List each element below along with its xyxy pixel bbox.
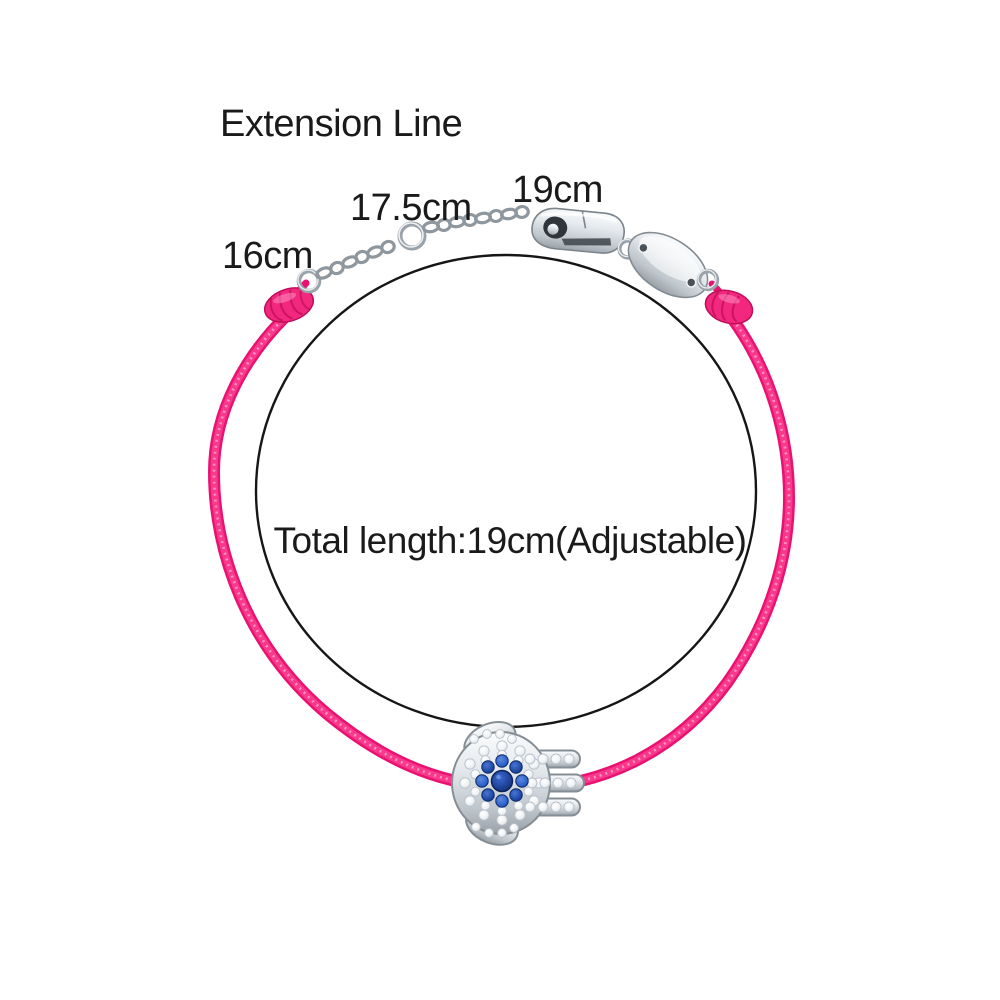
clasp-length-label: 19cm bbox=[512, 169, 603, 211]
oval-tag bbox=[627, 231, 709, 299]
right-cord-knot bbox=[704, 280, 754, 325]
extension-line-label: Extension Line bbox=[220, 103, 463, 145]
blue-crystal-flower bbox=[475, 754, 529, 808]
total-length-label: Total length:19cm(Adjustable) bbox=[273, 520, 747, 561]
chain-length-label: 17.5cm bbox=[350, 187, 472, 229]
total-length-ellipse bbox=[254, 253, 758, 729]
tag-knot-ring bbox=[696, 268, 720, 292]
lobster-clasp bbox=[531, 207, 625, 254]
flower-center-stone bbox=[490, 769, 514, 793]
white-crystals bbox=[459, 729, 577, 838]
cord-length-label: 16cm bbox=[222, 235, 313, 277]
extension-chain bbox=[296, 204, 530, 294]
hamsa-charm bbox=[451, 720, 585, 846]
left-cord-knot bbox=[263, 279, 315, 323]
